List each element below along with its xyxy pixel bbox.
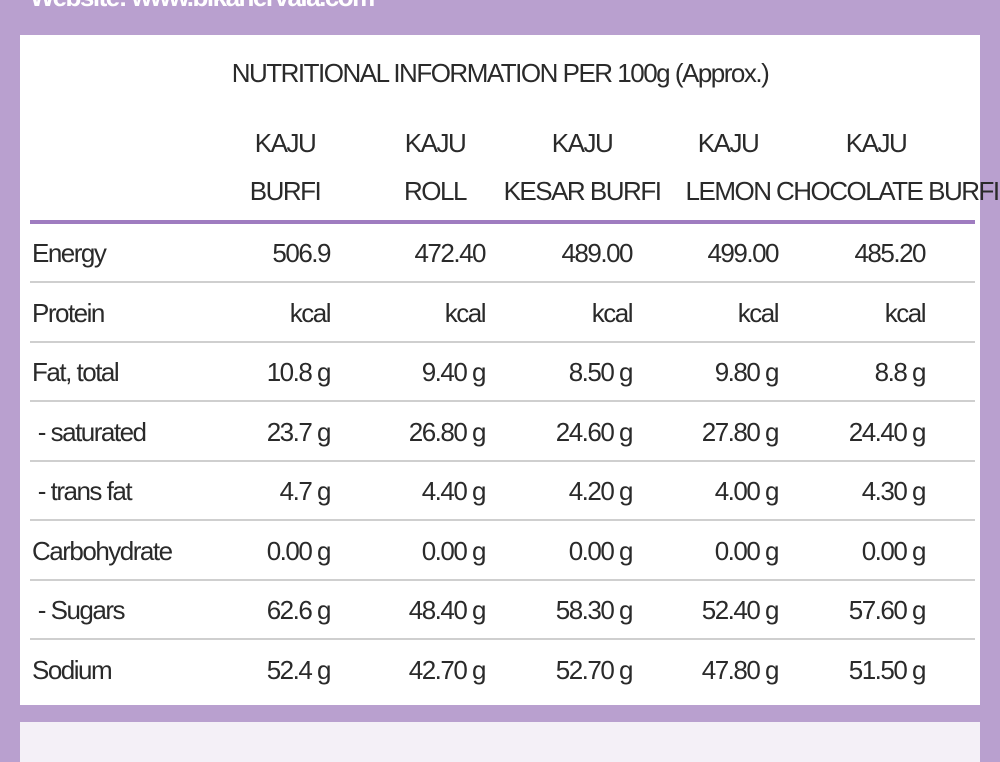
row-label: - trans fat <box>32 476 133 506</box>
cell: 26.80 g <box>408 416 487 447</box>
column-header: KAJU <box>551 128 614 158</box>
cell: kcal <box>591 297 634 328</box>
cell: 9.40 g <box>421 357 487 387</box>
row-rule <box>30 638 975 640</box>
cell: 52.70 g <box>555 654 634 685</box>
column-header: KAJU <box>404 128 467 158</box>
cell: 8.8 g <box>874 357 927 387</box>
cell: 24.40 g <box>848 416 927 447</box>
cell: 62.6 g <box>266 595 332 625</box>
cell: 23.7 g <box>266 416 332 447</box>
row-rule <box>30 519 975 521</box>
cell: 0.00 g <box>861 535 927 566</box>
cell: 0.00 g <box>266 535 332 566</box>
cell: 506.9 <box>272 238 331 268</box>
cell: 51.50 g <box>848 654 927 685</box>
cell: 48.40 g <box>408 595 487 625</box>
cell: 42.70 g <box>408 654 487 685</box>
cell: 4.30 g <box>861 476 927 506</box>
row-rule <box>30 281 975 283</box>
cell: 52.4 g <box>266 654 332 685</box>
cell: 485.20 <box>854 238 926 268</box>
row-label: Carbohydrate <box>32 535 173 566</box>
row-label: Sodium <box>32 654 113 685</box>
row-rule <box>30 578 975 581</box>
cell: kcal <box>289 297 332 328</box>
cell: 52.40 g <box>701 595 780 625</box>
bottom-strip <box>20 722 980 762</box>
cell: 4.40 g <box>421 476 487 506</box>
column-header: ROLL <box>404 176 467 206</box>
column-header: KAJU <box>845 128 908 158</box>
cell: 24.60 g <box>555 416 634 447</box>
cell: 57.60 g <box>848 595 927 625</box>
cell: 0.00 g <box>568 535 634 566</box>
column-header: LEMON <box>685 176 772 206</box>
column-header: KESAR BURFI <box>503 176 662 206</box>
cell: kcal <box>444 297 487 328</box>
cell: kcal <box>737 297 780 328</box>
cell: 9.80 g <box>714 357 780 387</box>
row-label: - Sugars <box>32 595 126 625</box>
panel <box>20 35 980 705</box>
row-label: Energy <box>32 238 107 268</box>
column-header: KAJU <box>254 128 317 158</box>
cell: 4.20 g <box>568 476 634 506</box>
cell: 58.30 g <box>555 595 634 625</box>
cell: 472.40 <box>414 238 486 268</box>
cell: 0.00 g <box>714 535 780 566</box>
row-rule <box>30 459 975 462</box>
cell: 27.80 g <box>701 416 780 447</box>
row-label: Fat, total <box>32 357 120 387</box>
row-rule <box>30 400 975 402</box>
cell: 489.00 <box>561 238 633 268</box>
cell: 0.00 g <box>421 535 487 566</box>
cell: 8.50 g <box>568 357 634 387</box>
row-label: - saturated <box>32 416 147 447</box>
cell: 10.8 g <box>266 357 332 387</box>
column-header: BURFI <box>249 176 322 206</box>
cell: 4.00 g <box>714 476 780 506</box>
row-label: Protein <box>32 297 105 328</box>
cell: 4.7 g <box>279 476 332 506</box>
column-header: CHOCOLATE BURFI <box>776 176 1000 206</box>
cell: 47.80 g <box>701 654 780 685</box>
website: Website: www.bikanervala.com <box>30 0 375 13</box>
cell: 499.00 <box>707 238 779 268</box>
row-rule <box>30 340 975 343</box>
cell: kcal <box>884 297 927 328</box>
header-rule <box>30 220 975 224</box>
table-title: NUTRITIONAL INFORMATION PER 100g (Approx… <box>231 58 770 88</box>
column-header: KAJU <box>697 128 760 158</box>
